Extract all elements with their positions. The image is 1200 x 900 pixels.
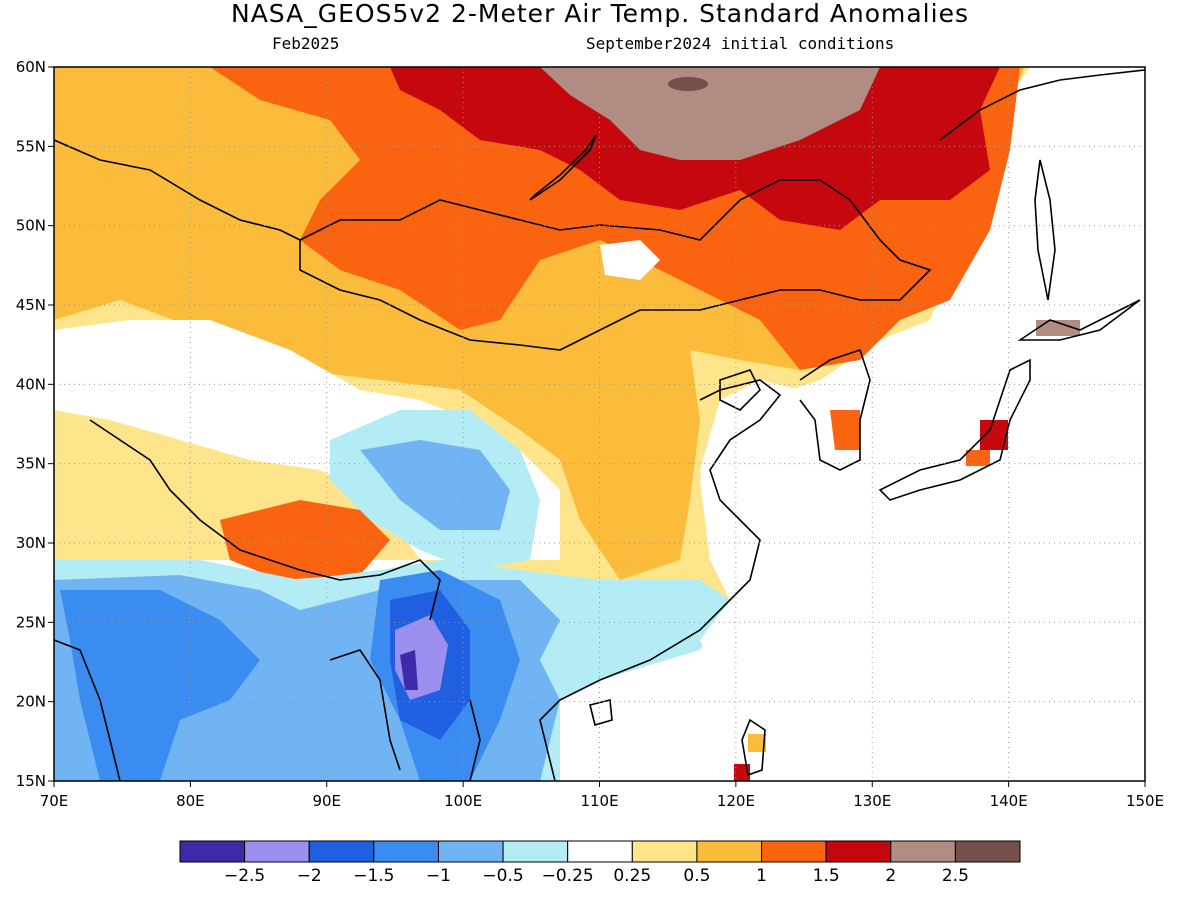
japan-coast: [878, 358, 1031, 501]
map-title: NASA_GEOS5v2 2-Meter Air Temp. Standard …: [231, 0, 969, 28]
sakhalin-coast: [1034, 159, 1056, 301]
lat-tick-label: 55N: [16, 137, 46, 155]
lat-tick-label: 50N: [16, 217, 46, 235]
band-south-min-core: [400, 650, 418, 690]
latitude-ticks: 15N 20N 25N 30N 35N 40N 45N 50N 55N 60N: [16, 58, 54, 790]
colorbar-tick-label: 2.5: [942, 866, 969, 886]
colorbar-tick-label: 0.5: [683, 866, 710, 886]
lat-tick-label: 40N: [16, 375, 46, 393]
lon-tick-label: 130E: [853, 792, 891, 810]
colorbar-tick-label: 1.5: [813, 866, 840, 886]
lat-tick-label: 30N: [16, 534, 46, 552]
band-korea: [830, 410, 860, 450]
band-hokkaido: [1036, 320, 1080, 336]
lat-tick-label: 20N: [16, 693, 46, 711]
colorbar-tick-label: −0.25: [542, 866, 594, 886]
band-taiwan: [748, 734, 766, 752]
colorbar-tick-label: 2: [885, 866, 896, 886]
lon-tick-label: 110E: [580, 792, 618, 810]
taiwan-coast: [741, 718, 766, 777]
band-south-strong: [60, 590, 260, 781]
baikal: [529, 134, 597, 201]
band-japan-2: [966, 450, 990, 466]
colorbar-tick-label: −1.5: [353, 866, 394, 886]
colorbar-labels: −2.5 −2 −1.5 −1 −0.5 −0.25 0.25 0.5 1 1.5 2 2.5: [224, 866, 969, 886]
lon-tick-label: 70E: [40, 792, 69, 810]
lat-tick-label: 45N: [16, 296, 46, 314]
coastlines: [54, 69, 1145, 781]
colorbar-swatch: [437, 840, 504, 863]
anomaly-field: [54, 67, 1145, 781]
kazakh-border: [54, 139, 301, 241]
india-coast: [54, 639, 401, 781]
band-neutral-mongolia: [600, 240, 660, 280]
korea-coast: [799, 348, 871, 471]
lon-tick-label: 120E: [717, 792, 755, 810]
lon-tick-label: 150E: [1126, 792, 1164, 810]
band-japan: [980, 420, 1008, 450]
colorbar-swatch: [502, 840, 569, 863]
band-0.5-neg: [360, 440, 510, 530]
colorbar-swatch: [825, 840, 892, 863]
lat-tick-label: 35N: [16, 455, 46, 473]
colorbar-tick-label: −2: [297, 866, 322, 886]
colorbar-tick-label: −0.5: [482, 866, 523, 886]
band-south-taiwan: [734, 764, 750, 781]
colorbar-tick-label: 1: [756, 866, 767, 886]
colorbar-swatch: [308, 840, 375, 863]
lon-tick-label: 90E: [312, 792, 341, 810]
band-1.5-tibet: [220, 500, 390, 580]
china-west-border: [89, 419, 441, 621]
bohai: [719, 369, 761, 411]
indochina-coast: [469, 699, 561, 781]
colorbar-tick-label: −1: [426, 866, 451, 886]
colorbar: [179, 840, 1021, 863]
russia-coast: [939, 69, 1145, 141]
colorbar-tick-label: 0.25: [613, 866, 651, 886]
colorbar-swatch: [761, 840, 827, 863]
hokkaido-coast: [1017, 299, 1141, 341]
colorbar-swatch: [696, 840, 763, 863]
lat-tick-label: 25N: [16, 613, 46, 631]
colorbar-swatch: [244, 840, 310, 863]
lon-tick-label: 80E: [176, 792, 205, 810]
band-max: [668, 77, 708, 91]
lon-tick-label: 100E: [444, 792, 482, 810]
lat-tick-label: 15N: [16, 772, 46, 790]
forecast-month: Feb2025: [272, 34, 340, 53]
lat-tick-label: 60N: [16, 58, 46, 76]
colorbar-tick-label: −2.5: [224, 866, 265, 886]
band-2.5: [540, 67, 880, 160]
ocean-mask: [700, 67, 1145, 781]
mongolia-border: [299, 179, 932, 351]
longitude-ticks: 70E 80E 90E 100E 110E 120E 130E 140E 150E: [40, 781, 1164, 810]
colorbar-swatch: [631, 840, 698, 863]
colorbar-swatch: [890, 840, 956, 863]
graticule: [54, 67, 1145, 781]
colorbar-swatch: [954, 840, 1021, 863]
initial-conditions-label: September2024 initial conditions: [586, 34, 895, 53]
lon-tick-label: 140E: [990, 792, 1028, 810]
china-coast: [559, 379, 782, 701]
hainan-coast: [589, 698, 613, 727]
colorbar-swatch: [567, 840, 633, 863]
colorbar-swatch: [373, 840, 439, 863]
colorbar-swatch: [179, 840, 246, 863]
